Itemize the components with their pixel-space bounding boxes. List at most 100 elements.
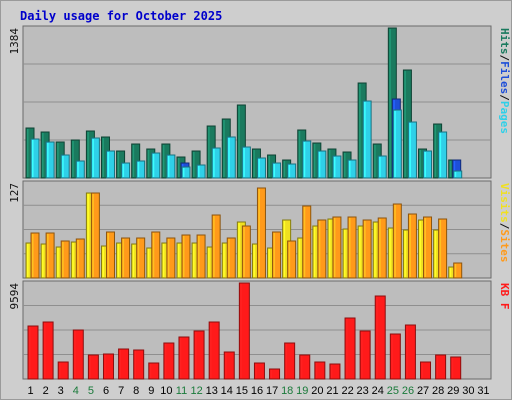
bar-pages-day-13 [211, 147, 221, 179]
series-sites [30, 187, 463, 279]
bar-highlight [394, 205, 396, 277]
bar-highlight [406, 326, 408, 378]
bar-highlight [77, 240, 79, 277]
bar-highlight [243, 148, 245, 177]
bar-kbf-day-11 [178, 336, 190, 380]
bar-highlight [389, 229, 391, 277]
bar-highlight [318, 152, 321, 177]
bar-highlight [102, 247, 104, 277]
bar-sites-day-18 [287, 240, 297, 279]
bar-kbf-day-9 [148, 362, 160, 380]
bar-hits-day-4 [70, 139, 80, 179]
bar-kbf-day-23 [359, 330, 371, 380]
bar-sites-day-4 [75, 238, 85, 279]
bar-sites-day-17 [272, 231, 282, 279]
x-tick-label: 21 [326, 385, 338, 397]
bar-highlight [122, 239, 125, 277]
bar-highlight [328, 150, 331, 177]
bar-highlight [87, 132, 89, 177]
bar-sites-day-1 [30, 232, 40, 279]
bar-kbf-day-8 [133, 349, 145, 380]
bar-sites-day-11 [181, 234, 191, 279]
series-kbf [27, 282, 462, 380]
bar-highlight [421, 363, 424, 378]
x-tick-label: 7 [118, 385, 124, 397]
bar-highlight [132, 245, 135, 277]
bar-highlight [177, 158, 180, 177]
bar-highlight [258, 159, 260, 177]
bar-kbf-day-1 [27, 325, 39, 380]
bar-highlight [333, 157, 336, 177]
bar-highlight [436, 356, 439, 378]
x-tick-label: 6 [103, 385, 109, 397]
bar-highlight [29, 327, 31, 378]
bar-pages-day-8 [136, 160, 146, 179]
x-tick-label: 27 [417, 385, 429, 397]
bar-kbf-day-13 [208, 321, 220, 380]
bar-pages-day-3 [60, 154, 70, 179]
bar-pages-day-14 [226, 136, 236, 179]
bar-highlight [225, 353, 227, 378]
x-axis-ticks: 1 2 3 4 5 6 7 8 9 10 11 12 13 14 15 16 17 18 19 20 21 22 23 24 2… [27, 385, 489, 397]
bar-sites-day-12 [196, 234, 206, 279]
bar-highlight [318, 221, 321, 277]
bar-highlight [273, 233, 276, 277]
bar-pages-day-15 [241, 146, 251, 179]
bar-highlight [47, 143, 49, 177]
x-tick-label: 4 [73, 385, 79, 397]
bar-highlight [149, 364, 152, 378]
bar-pages-day-4 [75, 160, 85, 179]
bar-highlight [313, 144, 316, 177]
bar-highlight [162, 145, 165, 177]
bar-highlight [419, 221, 422, 277]
bar-pages-day-11 [181, 166, 191, 179]
bar-highlight [87, 194, 89, 277]
bar-highlight [273, 164, 276, 177]
x-tick-label: 15 [236, 385, 248, 397]
bar-kbf-day-26 [404, 324, 416, 380]
bar-sites-day-14 [226, 237, 236, 279]
bar-highlight [449, 268, 452, 277]
legend-text: Files [498, 61, 511, 94]
bar-pages-day-28 [438, 131, 448, 179]
bar-highlight [419, 150, 422, 177]
series-pages [30, 100, 463, 179]
bar-pages-day-6 [105, 150, 115, 179]
x-tick-label: 24 [372, 385, 384, 397]
bar-highlight [72, 141, 74, 177]
bar-highlight [288, 165, 291, 177]
bar-highlight [409, 123, 411, 177]
legend-text: Pages [498, 101, 511, 134]
y-axis-max-label: 9594 [8, 283, 21, 310]
x-tick-label: 19 [296, 385, 308, 397]
bar-sites-day-21 [332, 216, 342, 279]
bar-highlight [374, 223, 376, 277]
bar-highlight [195, 332, 197, 378]
bar-highlight [330, 365, 333, 378]
bar-pages-day-22 [347, 159, 357, 179]
bar-highlight [42, 245, 44, 277]
bar-highlight [117, 152, 120, 177]
legend-label-visits: Visits/Sites [498, 183, 511, 263]
bar-highlight [394, 111, 396, 177]
bar-kbf-day-5 [87, 354, 99, 380]
bar-highlight [137, 162, 140, 177]
bar-pages-day-27 [423, 150, 433, 179]
bar-kbf-day-24 [374, 295, 386, 380]
bar-pages-day-12 [196, 164, 206, 179]
x-tick-label: 1 [27, 385, 33, 397]
bar-highlight [238, 223, 240, 277]
bar-pages-day-16 [256, 157, 266, 179]
bar-highlight [89, 356, 91, 378]
bar-highlight [243, 227, 245, 277]
bar-highlight [44, 323, 46, 378]
bar-kbf-day-2 [42, 321, 54, 380]
bar-kbf-day-7 [118, 348, 130, 380]
bar-sites-day-24 [377, 217, 387, 279]
x-tick-label: 22 [341, 385, 353, 397]
bar-highlight [107, 152, 109, 177]
bar-pages-day-5 [90, 137, 100, 179]
x-tick-label: 18 [281, 385, 293, 397]
bar-highlight [59, 363, 61, 378]
